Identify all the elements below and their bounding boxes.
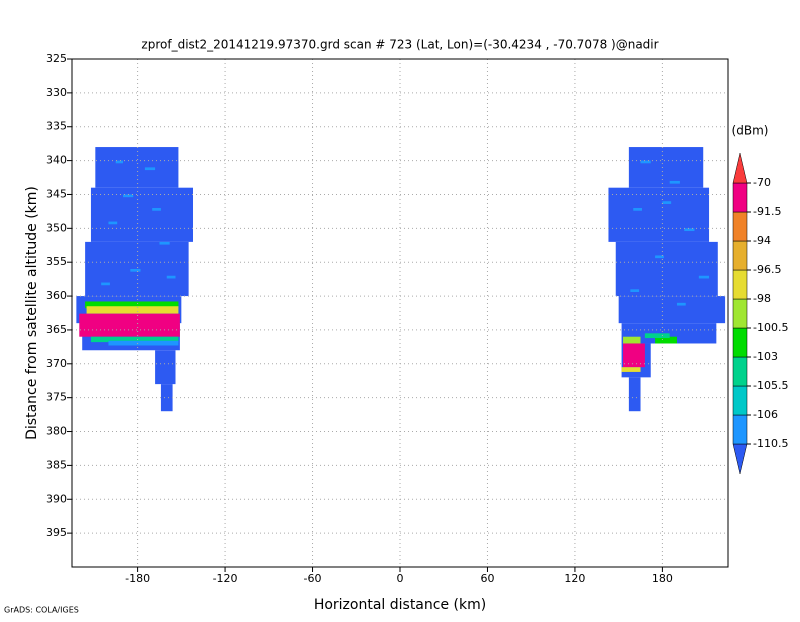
heat-cell (623, 343, 645, 368)
chart-title: zprof_dist2_20141219.97370.grd scan # 72… (141, 38, 658, 52)
y-tick-label: 365 (46, 323, 67, 336)
colorbar-segment (732, 356, 748, 387)
colorbar-tick-label: -91.5 (753, 205, 781, 218)
heat-cell (95, 147, 179, 188)
heat-cell (166, 275, 176, 279)
y-tick-label: 380 (46, 425, 67, 438)
heat-cell (155, 350, 176, 385)
heat-cell (108, 340, 179, 346)
x-axis-label: Horizontal distance (km) (314, 597, 486, 613)
y-tick-label: 335 (46, 120, 67, 133)
heat-cell (630, 289, 640, 293)
heat-cell (628, 377, 641, 412)
colorbar-tick-label: -106 (753, 408, 778, 421)
y-tick-label: 370 (46, 357, 67, 370)
heat-cell (621, 367, 641, 372)
y-tick-label: 350 (46, 221, 67, 234)
heat-cell (85, 301, 179, 309)
heat-cell (159, 241, 170, 245)
colorbar-segment (732, 327, 748, 358)
colorbar-segment (732, 385, 748, 416)
x-tick-label: -60 (304, 572, 322, 585)
heat-cell (115, 160, 124, 164)
heat-cell (628, 147, 704, 188)
y-tick-label: 340 (46, 154, 67, 167)
heat-cell (615, 241, 718, 297)
footer: GrADS: COLA/IGES (4, 606, 79, 615)
colorbar-tick-label: -98 (753, 292, 771, 305)
y-tick-label: 395 (46, 526, 67, 539)
colorbar-segment (732, 152, 748, 184)
heat-cell (698, 275, 710, 279)
y-axis-label: Distance from satellite altitude (km) (24, 186, 40, 440)
heat-cell (86, 306, 179, 314)
heat-cell (90, 336, 179, 343)
heat-cell (684, 228, 695, 232)
heat-cell (108, 221, 118, 225)
x-tick-label: -120 (213, 572, 238, 585)
heat-cell (623, 336, 641, 344)
heat-cell (662, 201, 672, 204)
colorbar-segment (732, 240, 748, 271)
plot-frame (71, 58, 729, 568)
heat-cell (130, 268, 141, 272)
heat-cell (676, 302, 686, 306)
heat-cell (144, 167, 156, 171)
y-tick-label: 390 (46, 492, 67, 505)
heat-cell (669, 180, 680, 184)
x-tick-label: -180 (125, 572, 150, 585)
colorbar-tick-label: -96.5 (753, 263, 781, 276)
colorbar-tick-label: -94 (753, 234, 771, 247)
heat-cell (633, 208, 642, 211)
y-tick-label: 355 (46, 255, 67, 268)
colorbar-segment (732, 414, 748, 445)
y-tick-label: 345 (46, 187, 67, 200)
heat-cell (123, 194, 134, 198)
x-tick-label: 180 (652, 572, 673, 585)
colorbar-tick-label: -70 (753, 176, 771, 189)
colorbar-segment (732, 182, 748, 213)
x-tick-label: 0 (397, 572, 404, 585)
colorbar-tick-label: -103 (753, 350, 778, 363)
colorbar-tick-label: -110.5 (753, 437, 788, 450)
heat-cell (608, 187, 710, 242)
heat-cell (655, 336, 677, 344)
heat-cell (90, 187, 193, 242)
y-tick-label: 330 (46, 86, 67, 99)
heat-cell (655, 255, 664, 259)
heat-cell (640, 160, 651, 164)
heat-cell (618, 296, 726, 324)
colorbar-segment (732, 269, 748, 300)
heat-cell (160, 384, 173, 412)
x-tick-label: 120 (564, 572, 585, 585)
y-tick-label: 375 (46, 391, 67, 404)
heat-cell (644, 333, 670, 339)
colorbar-tick-label: -105.5 (753, 379, 788, 392)
colorbar-tick-label: -100.5 (753, 321, 788, 334)
heat-cell (79, 313, 180, 337)
colorbar-segment (732, 211, 748, 242)
colorbar-label: (dBm) (732, 124, 769, 138)
y-tick-label: 360 (46, 289, 67, 302)
y-tick-label: 325 (46, 52, 67, 65)
heat-cell (101, 282, 110, 286)
heat-cell (152, 208, 161, 211)
y-tick-label: 385 (46, 458, 67, 471)
x-tick-label: 60 (480, 572, 494, 585)
colorbar-segment (732, 298, 748, 329)
